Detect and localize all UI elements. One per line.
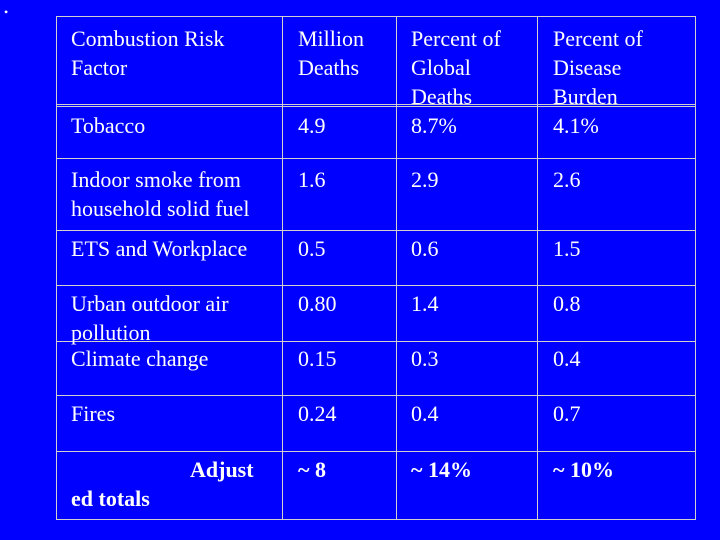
totals-million-deaths: ~ 8 xyxy=(298,457,326,482)
slide-bullet: • xyxy=(4,5,9,19)
row-percent-global-deaths: 8.7% xyxy=(411,113,457,138)
row-percent-disease-burden: 0.4 xyxy=(553,346,581,371)
header-divider xyxy=(56,104,696,107)
table-border-right xyxy=(695,16,696,520)
row-divider xyxy=(56,395,696,396)
row-percent-disease-burden: 4.1% xyxy=(553,113,599,138)
combustion-risk-table: Combustion Risk Factor Million Deaths Perc… xyxy=(56,16,696,520)
row-divider xyxy=(56,451,696,452)
table-border-left xyxy=(56,16,57,520)
row-factor-label: Urban outdoor air pollution xyxy=(71,291,229,345)
header-factor: Combustion Risk Factor xyxy=(71,26,225,80)
totals-percent-disease-burden: ~ 10% xyxy=(553,457,614,482)
row-divider xyxy=(56,230,696,231)
table-border-top xyxy=(56,16,696,17)
row-percent-disease-burden: 0.8 xyxy=(553,291,581,316)
table-border-bottom xyxy=(56,519,696,520)
row-percent-global-deaths: 0.4 xyxy=(411,401,439,426)
row-factor-label: Tobacco xyxy=(71,113,146,138)
totals-label-part2: ed totals xyxy=(71,486,150,511)
row-million-deaths: 0.80 xyxy=(298,291,337,316)
row-factor-label: ETS and Workplace xyxy=(71,236,248,261)
row-percent-global-deaths: 0.6 xyxy=(411,236,439,261)
header-percent-disease-burden: Percent of Disease Burden xyxy=(553,26,643,109)
row-percent-global-deaths: 1.4 xyxy=(411,291,439,316)
totals-label-part1: Adjust xyxy=(190,457,254,482)
row-percent-disease-burden: 2.6 xyxy=(553,167,581,192)
header-million-deaths: Million Deaths xyxy=(298,26,365,80)
column-divider xyxy=(282,16,283,520)
row-divider xyxy=(56,158,696,159)
row-million-deaths: 0.15 xyxy=(298,346,337,371)
row-percent-disease-burden: 0.7 xyxy=(553,401,581,426)
column-divider xyxy=(396,16,397,520)
row-divider xyxy=(56,285,696,286)
row-percent-disease-burden: 1.5 xyxy=(553,236,581,261)
row-million-deaths: 0.5 xyxy=(298,236,326,261)
row-divider xyxy=(56,341,696,342)
row-factor-label: Indoor smoke from household solid fuel xyxy=(71,167,250,221)
row-million-deaths: 4.9 xyxy=(298,113,326,138)
column-divider xyxy=(537,16,538,520)
row-million-deaths: 0.24 xyxy=(298,401,337,426)
row-factor-label: Climate change xyxy=(71,346,209,371)
row-percent-global-deaths: 0.3 xyxy=(411,346,439,371)
row-percent-global-deaths: 2.9 xyxy=(411,167,439,192)
totals-percent-global-deaths: ~ 14% xyxy=(411,457,472,482)
header-percent-global-deaths: Percent of Global Deaths xyxy=(411,26,501,109)
row-factor-label: Fires xyxy=(71,401,115,426)
row-million-deaths: 1.6 xyxy=(298,167,326,192)
